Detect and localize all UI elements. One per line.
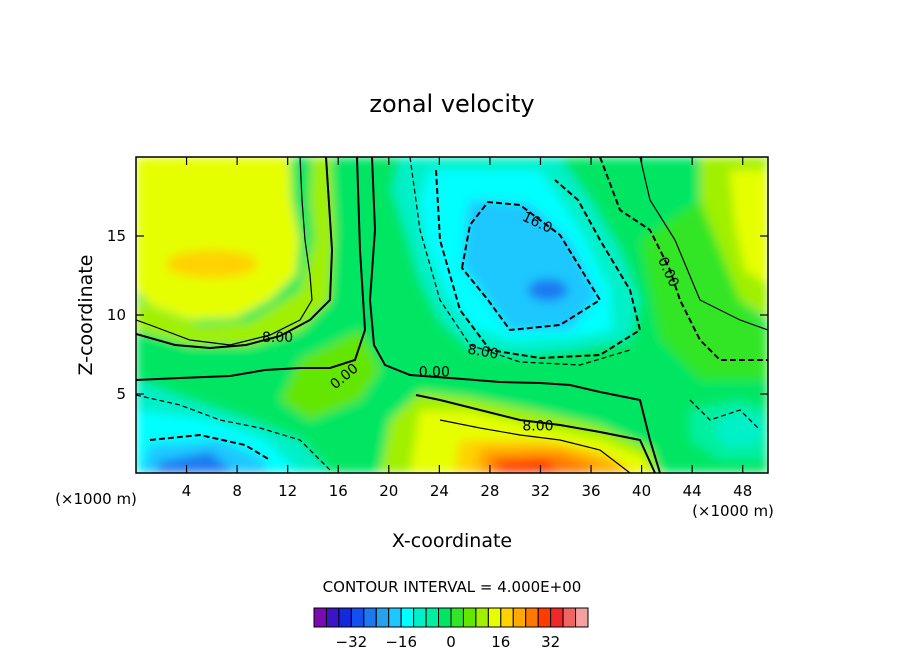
colorbar-swatch (425, 607, 440, 628)
colorbar-tick-labels: −32 −16 0 16 32 (336, 633, 561, 651)
colorbar-swatch (512, 607, 527, 628)
colorbar-swatch (450, 607, 464, 628)
colorbar-swatch (350, 607, 365, 628)
colorbar-swatch (363, 607, 377, 628)
x-tick-label: 16 (329, 482, 348, 500)
contour-lines (136, 157, 768, 473)
y-tick-label: 5 (116, 385, 126, 403)
x-tick-label: 24 (430, 482, 449, 500)
colorbar-swatch (550, 607, 564, 628)
colorbar-tick-label: −16 (385, 633, 417, 651)
chart-title: zonal velocity (369, 90, 534, 118)
colorbar-tick-label: −32 (336, 633, 368, 651)
y-tick-label: 15 (107, 227, 126, 245)
z-unit-label: (×1000 m) (692, 502, 774, 520)
y-tick-label: 10 (107, 306, 126, 324)
colorbar-swatch (475, 607, 489, 628)
field-fill (136, 157, 768, 473)
x-unit-label: (×1000 m) (55, 490, 137, 508)
colorbar-swatch (413, 607, 427, 628)
x-tick-label: 28 (480, 482, 499, 500)
colorbar-swatch (462, 607, 477, 628)
colorbar-swatch (525, 607, 539, 628)
colorbar-swatch (375, 607, 390, 628)
colorbar-swatch (313, 607, 327, 628)
x-tick-label: 36 (581, 482, 600, 500)
colorbar-swatch (388, 607, 402, 628)
x-tick-label: 44 (683, 482, 702, 500)
x-tick-label: 32 (531, 482, 550, 500)
colorbar-swatch (400, 607, 415, 628)
x-tick-label: 4 (182, 482, 192, 500)
contour-label: 8.00 (262, 330, 293, 346)
contour-label: 8.00 (466, 342, 499, 363)
colorbar-swatch (575, 607, 589, 628)
contour-interval-text: CONTOUR INTERVAL = 4.000E+00 (323, 578, 582, 596)
y-axis-ticks: 5 10 15 (107, 227, 768, 403)
colorbar-swatch (537, 607, 552, 628)
x-tick-label: 40 (632, 482, 651, 500)
colorbar-swatch (487, 607, 502, 628)
x-tick-label: 20 (379, 482, 398, 500)
x-tick-label: 48 (733, 482, 752, 500)
colorbar-tick-label: 16 (491, 633, 510, 651)
contour-label: 0.00 (419, 365, 450, 381)
x-tick-label: 8 (232, 482, 242, 500)
colorbar-tick-label: 0 (446, 633, 456, 651)
y-axis-label: Z-coordinate (75, 255, 97, 376)
contour-label: 8.00 (522, 418, 553, 434)
colorbar-swatch (500, 607, 514, 628)
colorbar-tick-label: 32 (541, 633, 560, 651)
x-axis-label: X-coordinate (392, 530, 512, 552)
colorbar-swatch (562, 607, 577, 628)
colorbar (313, 607, 589, 628)
colorbar-swatch (438, 607, 452, 628)
contour-field: 16.00.008.008.000.00 0.008.00 (136, 157, 768, 473)
colorbar-swatch (325, 607, 340, 628)
x-tick-label: 12 (278, 482, 297, 500)
x-axis-ticks: 4 8 12 16 20 24 28 32 36 40 44 48 (182, 157, 752, 500)
colorbar-swatch (338, 607, 352, 628)
